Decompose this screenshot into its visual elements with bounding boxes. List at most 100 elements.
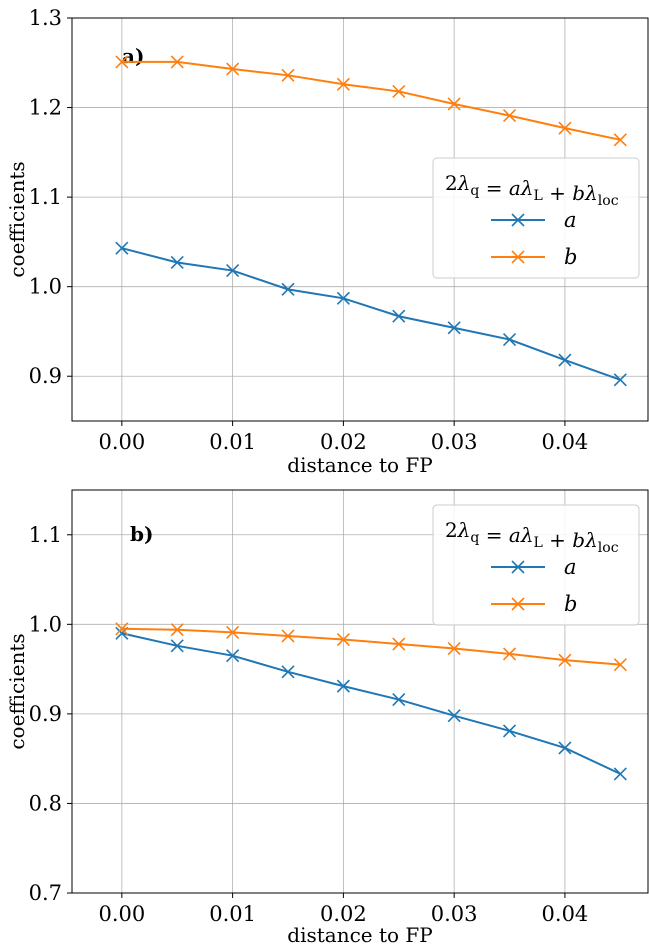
data-point-a xyxy=(170,255,184,270)
marker-stroke xyxy=(281,68,295,82)
marker-stroke xyxy=(336,679,350,693)
data-point-a xyxy=(115,241,129,255)
y-tick-label: 1.1 xyxy=(29,523,62,547)
data-point-b xyxy=(336,632,350,647)
marker-stroke xyxy=(115,622,129,636)
legend-label-a: a xyxy=(564,208,577,232)
data-point-b xyxy=(336,77,350,91)
data-point-a xyxy=(447,709,461,723)
marker-stroke xyxy=(511,560,525,574)
marker-stroke xyxy=(170,55,184,69)
axes-frame xyxy=(71,17,649,422)
data-point-b xyxy=(115,55,129,69)
data-point-b xyxy=(392,84,406,99)
marker-stroke xyxy=(170,639,184,653)
x-tick-label: 0.04 xyxy=(542,430,589,454)
marker-stroke xyxy=(613,658,627,672)
series-line-b xyxy=(121,627,621,666)
marker-stroke xyxy=(511,597,525,611)
data-point-a xyxy=(336,679,350,693)
data-point-a xyxy=(226,649,240,663)
data-point-b xyxy=(115,622,129,636)
x-tick-label: 0.01 xyxy=(209,902,256,926)
data-point-a xyxy=(558,353,572,367)
marker-stroke xyxy=(558,741,572,755)
marker-stroke xyxy=(226,263,240,278)
y-tick-label: 1.0 xyxy=(29,612,62,636)
marker-stroke xyxy=(226,62,240,76)
data-point-a xyxy=(281,282,295,296)
x-tick-label: 0.03 xyxy=(431,430,478,454)
marker-stroke xyxy=(558,353,572,367)
data-point-a xyxy=(392,692,406,707)
x-tick-label: 0.02 xyxy=(320,902,367,926)
data-point-a xyxy=(613,767,627,781)
marker-stroke xyxy=(336,77,350,91)
series-a xyxy=(115,241,627,387)
data-point-b xyxy=(392,637,406,651)
y-tick-label: 1.2 xyxy=(29,96,62,120)
marker-stroke xyxy=(558,653,572,667)
x-tick-label: 0.02 xyxy=(320,430,367,454)
legend-box xyxy=(432,504,640,626)
marker-stroke xyxy=(502,332,517,347)
panel-label: b) xyxy=(130,522,153,546)
marker-stroke xyxy=(502,724,517,738)
marker-stroke xyxy=(447,97,461,111)
marker-stroke xyxy=(392,637,406,651)
data-point-b xyxy=(447,641,461,656)
data-point-a xyxy=(613,373,627,387)
data-point-b xyxy=(226,62,240,76)
marker-stroke xyxy=(392,309,406,323)
y-tick-label: 1.1 xyxy=(29,185,62,209)
x-axis-label: distance to FP xyxy=(287,453,432,477)
data-point-a xyxy=(447,321,461,335)
marker-stroke xyxy=(447,321,461,335)
x-tick-label: 0.00 xyxy=(98,430,145,454)
series-line-b xyxy=(121,60,621,141)
data-point-b xyxy=(613,133,627,147)
marker-stroke xyxy=(226,625,240,639)
marker-stroke xyxy=(613,767,627,781)
marker-stroke xyxy=(336,632,350,647)
data-point-a xyxy=(392,309,406,323)
marker-stroke xyxy=(447,641,461,656)
legend-box xyxy=(432,157,640,279)
y-axis-label: coefficients xyxy=(5,161,29,277)
data-point-b xyxy=(502,109,517,123)
marker-stroke xyxy=(170,623,184,637)
y-tick-label: 1.0 xyxy=(29,275,62,299)
legend-marker-b xyxy=(511,597,525,611)
y-tick-label: 0.9 xyxy=(29,364,62,388)
data-point-b xyxy=(281,629,295,643)
data-point-a xyxy=(226,263,240,278)
y-tick-label: 0.7 xyxy=(29,881,62,905)
y-axis-label: coefficients xyxy=(5,633,29,749)
data-point-a xyxy=(502,724,517,738)
data-point-b xyxy=(613,658,627,672)
series-line-a xyxy=(121,247,621,381)
data-point-a xyxy=(558,741,572,755)
legend-marker-b xyxy=(511,250,525,264)
marker-stroke xyxy=(226,649,240,663)
marker-stroke xyxy=(511,250,525,264)
series-b xyxy=(115,622,627,672)
x-axis-label: distance to FP xyxy=(287,923,432,946)
marker-stroke xyxy=(115,55,129,69)
chart-panel-a: 0.00 0.01 0.02 0.03 0.04 0.9 1.0 1.1 1.2 1.3 dista… xyxy=(5,6,649,477)
marker-stroke xyxy=(447,709,461,723)
marker-stroke xyxy=(502,647,517,661)
data-point-b xyxy=(447,97,461,111)
legend-title: 2λq = aλL + bλloc xyxy=(445,518,619,556)
legend-label-b: b xyxy=(564,592,577,616)
y-tick-label: 0.9 xyxy=(29,702,62,726)
marker-stroke xyxy=(502,109,517,123)
legend-marker-a xyxy=(511,213,525,227)
marker-stroke xyxy=(558,121,572,135)
legend-title: 2λq = aλL + bλloc xyxy=(445,171,619,209)
data-point-a xyxy=(336,291,350,305)
y-tick-label: 1.3 xyxy=(29,6,62,30)
